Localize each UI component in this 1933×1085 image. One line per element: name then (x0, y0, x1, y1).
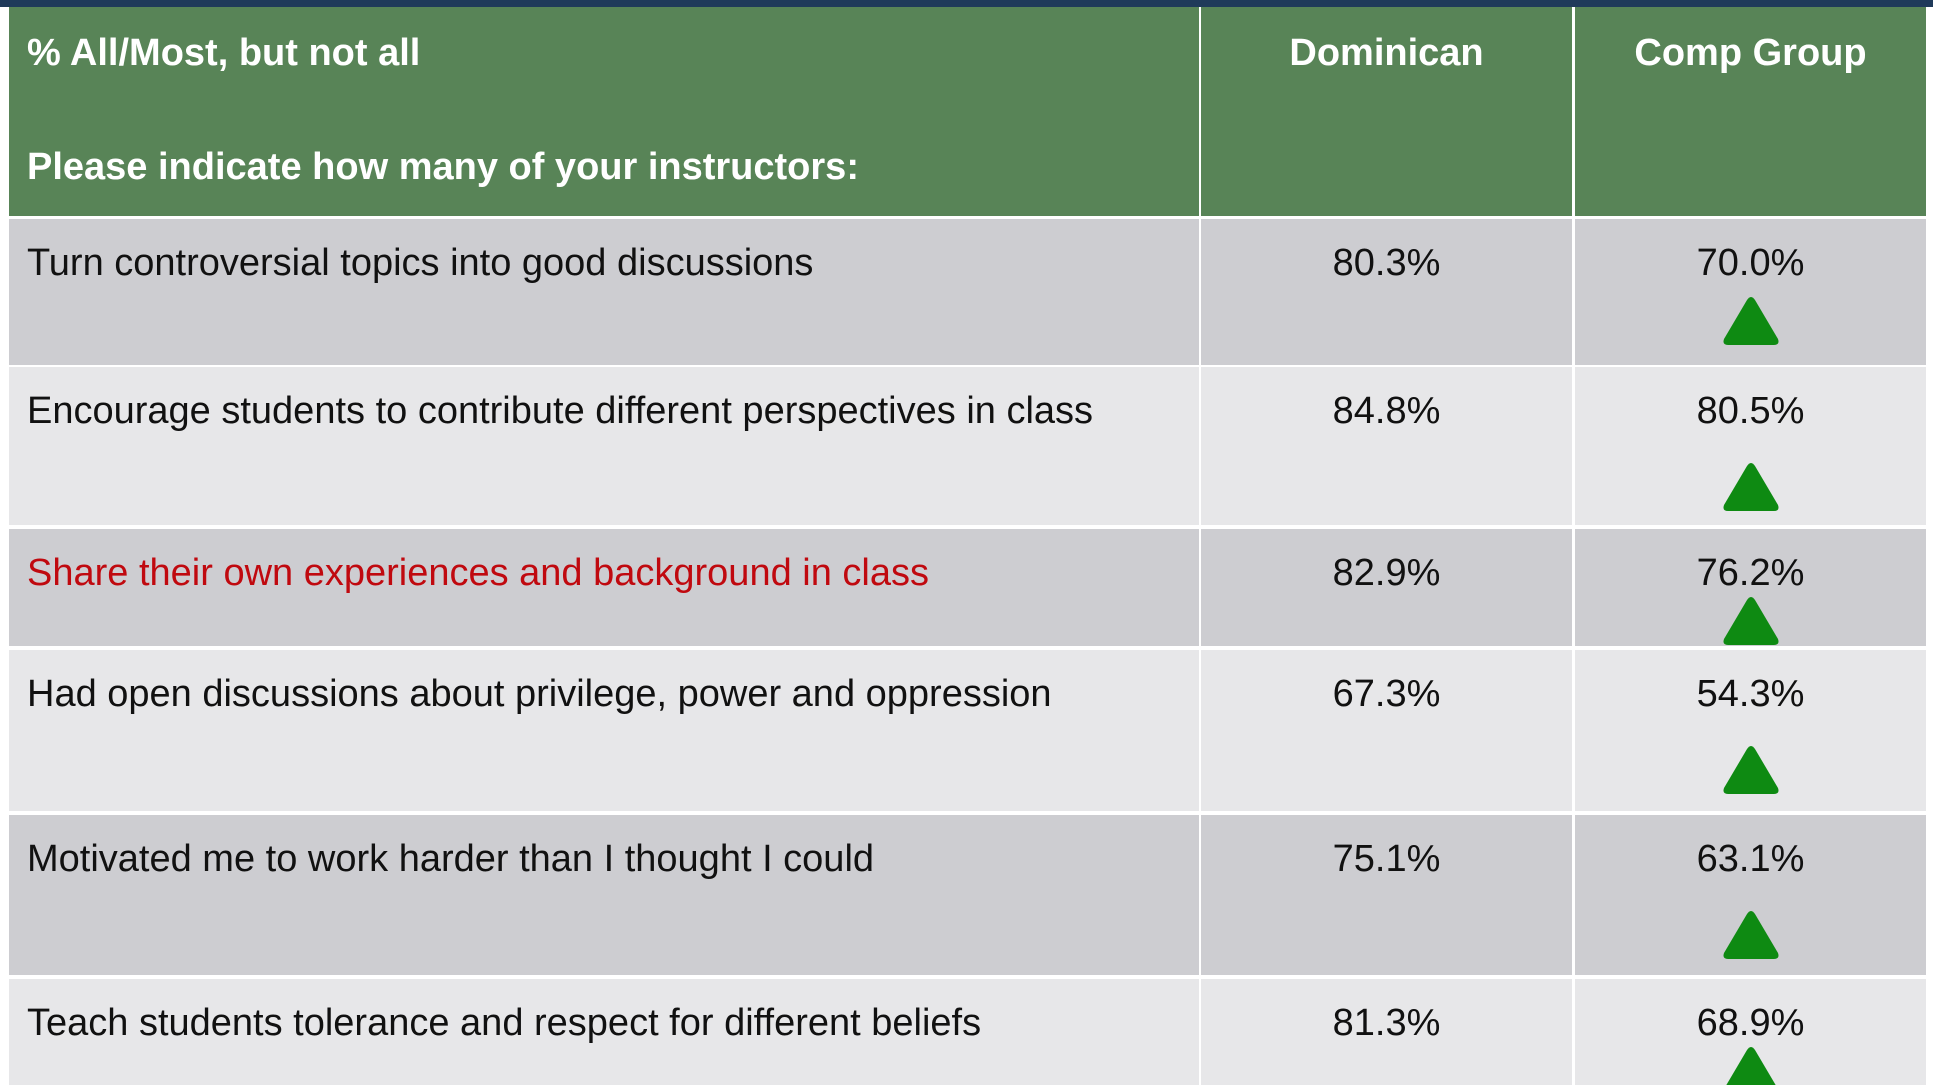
value-cell: 68.9% (1575, 979, 1926, 1085)
value: 76.2% (1696, 552, 1805, 594)
question-group: % All/Most, but not all (27, 32, 421, 74)
column-header: Comp Group (1575, 7, 1926, 216)
value-cell: 67.3% (1201, 650, 1572, 811)
triangle (1723, 297, 1778, 345)
triangle (1723, 911, 1778, 959)
up-arrow-icon (1723, 297, 1778, 345)
row-label-cell: Motivated me to work harder than I thoug… (9, 815, 1199, 975)
value: 70.0% (1696, 242, 1805, 284)
value: 54.3% (1696, 673, 1805, 715)
value: 82.9% (1332, 552, 1441, 594)
row-label: Teach students tolerance and respect for… (27, 1002, 982, 1044)
value-cell: 80.3% (1201, 219, 1572, 365)
column-header: Dominican (1201, 7, 1572, 216)
up-arrow-icon (1723, 597, 1778, 645)
row-label-cell: Had open discussions about privilege, po… (9, 650, 1199, 811)
triangle (1723, 463, 1778, 511)
triangle (1723, 746, 1778, 794)
triangle (1725, 1047, 1776, 1085)
header-question-cell: % All/Most, but not all Please indicate … (9, 7, 1199, 216)
value-cell: 54.3% (1575, 650, 1926, 811)
value: 80.5% (1696, 390, 1805, 432)
top-bar (0, 0, 1933, 7)
row-label-cell: Turn controversial topics into good disc… (9, 219, 1199, 365)
row-label-cell: Encourage students to contribute differe… (9, 367, 1199, 525)
up-arrow-icon (1725, 1047, 1776, 1085)
row-label: Encourage students to contribute differe… (27, 390, 1094, 432)
question: Please indicate how many of your instruc… (27, 146, 859, 188)
value: 68.9% (1696, 1002, 1805, 1044)
value-cell: 81.3% (1201, 979, 1572, 1085)
triangle (1723, 597, 1778, 645)
row-label-cell: Share their own experiences and backgrou… (9, 529, 1199, 646)
value-cell: 84.8% (1201, 367, 1572, 525)
row-label: Motivated me to work harder than I thoug… (27, 838, 875, 880)
row-label: Share their own experiences and backgrou… (27, 552, 929, 594)
value: 67.3% (1332, 673, 1441, 715)
value-cell: 75.1% (1201, 815, 1572, 975)
up-arrow-icon (1723, 463, 1778, 511)
value: 63.1% (1696, 838, 1805, 880)
value-cell: 82.9% (1201, 529, 1572, 646)
value: 81.3% (1332, 1002, 1441, 1044)
value-cell: 70.0% (1575, 219, 1926, 365)
row-label: Turn controversial topics into good disc… (27, 242, 814, 284)
value: 80.3% (1332, 242, 1441, 284)
row-label-cell: Teach students tolerance and respect for… (9, 979, 1199, 1085)
value-cell: 63.1% (1575, 815, 1926, 975)
value: 75.1% (1332, 838, 1441, 880)
value-cell: 76.2% (1575, 529, 1926, 646)
value: 84.8% (1332, 390, 1441, 432)
up-arrow-icon (1723, 746, 1778, 794)
up-arrow-icon (1723, 911, 1778, 959)
value-cell: 80.5% (1575, 367, 1926, 525)
row-label: Had open discussions about privilege, po… (27, 673, 1052, 715)
